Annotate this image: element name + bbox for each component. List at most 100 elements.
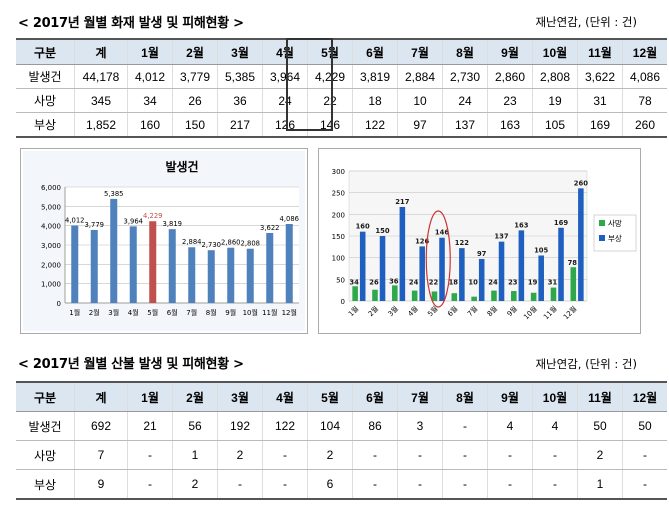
fire-header-cell: 8월 (442, 38, 488, 65)
data-label: 169 (554, 219, 568, 227)
forest-cell: 9 (74, 469, 128, 500)
forest-cell: 692 (74, 411, 128, 441)
bar (129, 226, 137, 303)
fire-cell: 2,884 (397, 64, 443, 89)
x-tick-label: 7월 (186, 308, 197, 317)
table-row: 사망 7-1 2-2- - - - -2- (16, 440, 667, 470)
bar (227, 247, 235, 303)
fire-cell: 2,808 (532, 64, 578, 89)
bar (246, 248, 254, 303)
fire-count-chart-panel: 발생건 0 1,000 2,000 3,000 4,000 5,000 6,000 4,012 1… (20, 148, 308, 334)
forest-cell: - (442, 440, 488, 470)
forest-header-cell: 7월 (397, 381, 443, 412)
fire-header-cell: 9월 (487, 38, 533, 65)
fire-cell: 4,012 (127, 64, 173, 89)
fire-cell: 24 (262, 88, 308, 113)
forest-cell: 50 (622, 411, 667, 441)
y-tick-label: 4,000 (41, 223, 61, 231)
fire-table-source: 재난연감, (단위 : 건) (535, 15, 637, 29)
data-label: 150 (375, 227, 389, 235)
chart-title: 발생건 (165, 159, 198, 174)
x-tick-label: 1월 (69, 308, 80, 317)
data-label: 137 (494, 233, 508, 241)
x-tick-label: 3월 (108, 308, 119, 317)
forest-header-cell: 5월 (307, 381, 353, 412)
bar (207, 250, 215, 303)
bar-injury (359, 231, 366, 301)
bar (168, 229, 176, 303)
fire-header-cell: 구분 (16, 38, 75, 65)
y-tick-label: 6,000 (41, 184, 61, 192)
bar-death (451, 293, 458, 301)
data-label: 22 (429, 278, 439, 286)
forest-header-cell: 12월 (622, 381, 667, 412)
fire-cell: 3,779 (172, 64, 218, 89)
bar (285, 224, 293, 303)
forest-header-cell: 3월 (217, 381, 263, 412)
x-tick-label: 8월 (206, 308, 217, 317)
forest-cell: 21 (127, 411, 173, 441)
y-tick-label: 50 (336, 276, 345, 284)
forest-header-cell: 4월 (262, 381, 308, 412)
forest-cell: - (262, 469, 308, 500)
forest-header-cell: 11월 (577, 381, 623, 412)
data-label: 2,808 (241, 240, 260, 248)
bar-death (372, 289, 378, 301)
fire-header-cell: 계 (74, 38, 128, 65)
data-label: 126 (415, 237, 429, 245)
fire-cell: 3,964 (262, 64, 308, 89)
forest-cell: 4 (487, 411, 533, 441)
fire-header-cell: 6월 (352, 38, 398, 65)
forest-cell: 50 (577, 411, 623, 441)
forest-header-cell: 10월 (532, 381, 578, 412)
forest-cell: - (262, 440, 308, 470)
y-tick-label: 1,000 (41, 281, 61, 289)
fire-cell: 2,730 (442, 64, 488, 89)
fire-cell: 22 (307, 88, 353, 113)
y-tick-label: 3,000 (41, 242, 61, 250)
bar-death (431, 291, 438, 301)
bar-injury (498, 241, 505, 301)
data-label: 19 (528, 278, 538, 286)
data-label: 160 (356, 223, 370, 231)
forest-cell: - (442, 411, 488, 441)
x-tick-label: 12월 (282, 308, 297, 317)
bar-injury (419, 246, 425, 301)
data-label: 26 (369, 278, 379, 286)
data-label: 122 (455, 239, 469, 247)
fire-cell: 345 (74, 88, 128, 113)
data-label: 2,884 (182, 238, 201, 246)
legend-swatch-death (599, 220, 605, 226)
forest-cell: - (442, 469, 488, 500)
forest-cell: 2 (217, 440, 263, 470)
fire-cell: 31 (577, 88, 623, 113)
fire-header-cell: 11월 (577, 38, 623, 65)
data-label: 3,819 (163, 220, 182, 228)
data-label: 36 (389, 277, 399, 285)
fire-cell: 1,852 (74, 112, 128, 138)
fire-cell: 122 (352, 112, 398, 138)
legend-label: 부상 (608, 233, 622, 243)
fire-cell: 34 (127, 88, 173, 113)
data-label: 24 (488, 278, 498, 286)
bar (110, 198, 118, 303)
forest-cell: 86 (352, 411, 398, 441)
bar (149, 221, 157, 303)
forest-cell: 1 (577, 469, 623, 500)
fire-cell: 126 (262, 112, 308, 138)
fire-header-cell: 2월 (172, 38, 218, 65)
data-label: 2,730 (202, 241, 221, 249)
bar-death (471, 296, 477, 301)
forest-cell: 7 (74, 440, 128, 470)
bar-injury (518, 230, 525, 301)
fire-row-label: 부상 (16, 112, 75, 138)
bar-death (392, 285, 398, 301)
forest-cell: - (352, 469, 398, 500)
fire-cell: 78 (622, 88, 667, 113)
bar-injury (478, 258, 485, 301)
data-label: 4,229 (143, 212, 162, 220)
fire-count-chart: 발생건 0 1,000 2,000 3,000 4,000 5,000 6,000 4,012 1… (23, 151, 305, 331)
forest-header-cell: 8월 (442, 381, 488, 412)
forest-cell: - (397, 469, 443, 500)
forest-header-cell: 계 (74, 381, 128, 412)
